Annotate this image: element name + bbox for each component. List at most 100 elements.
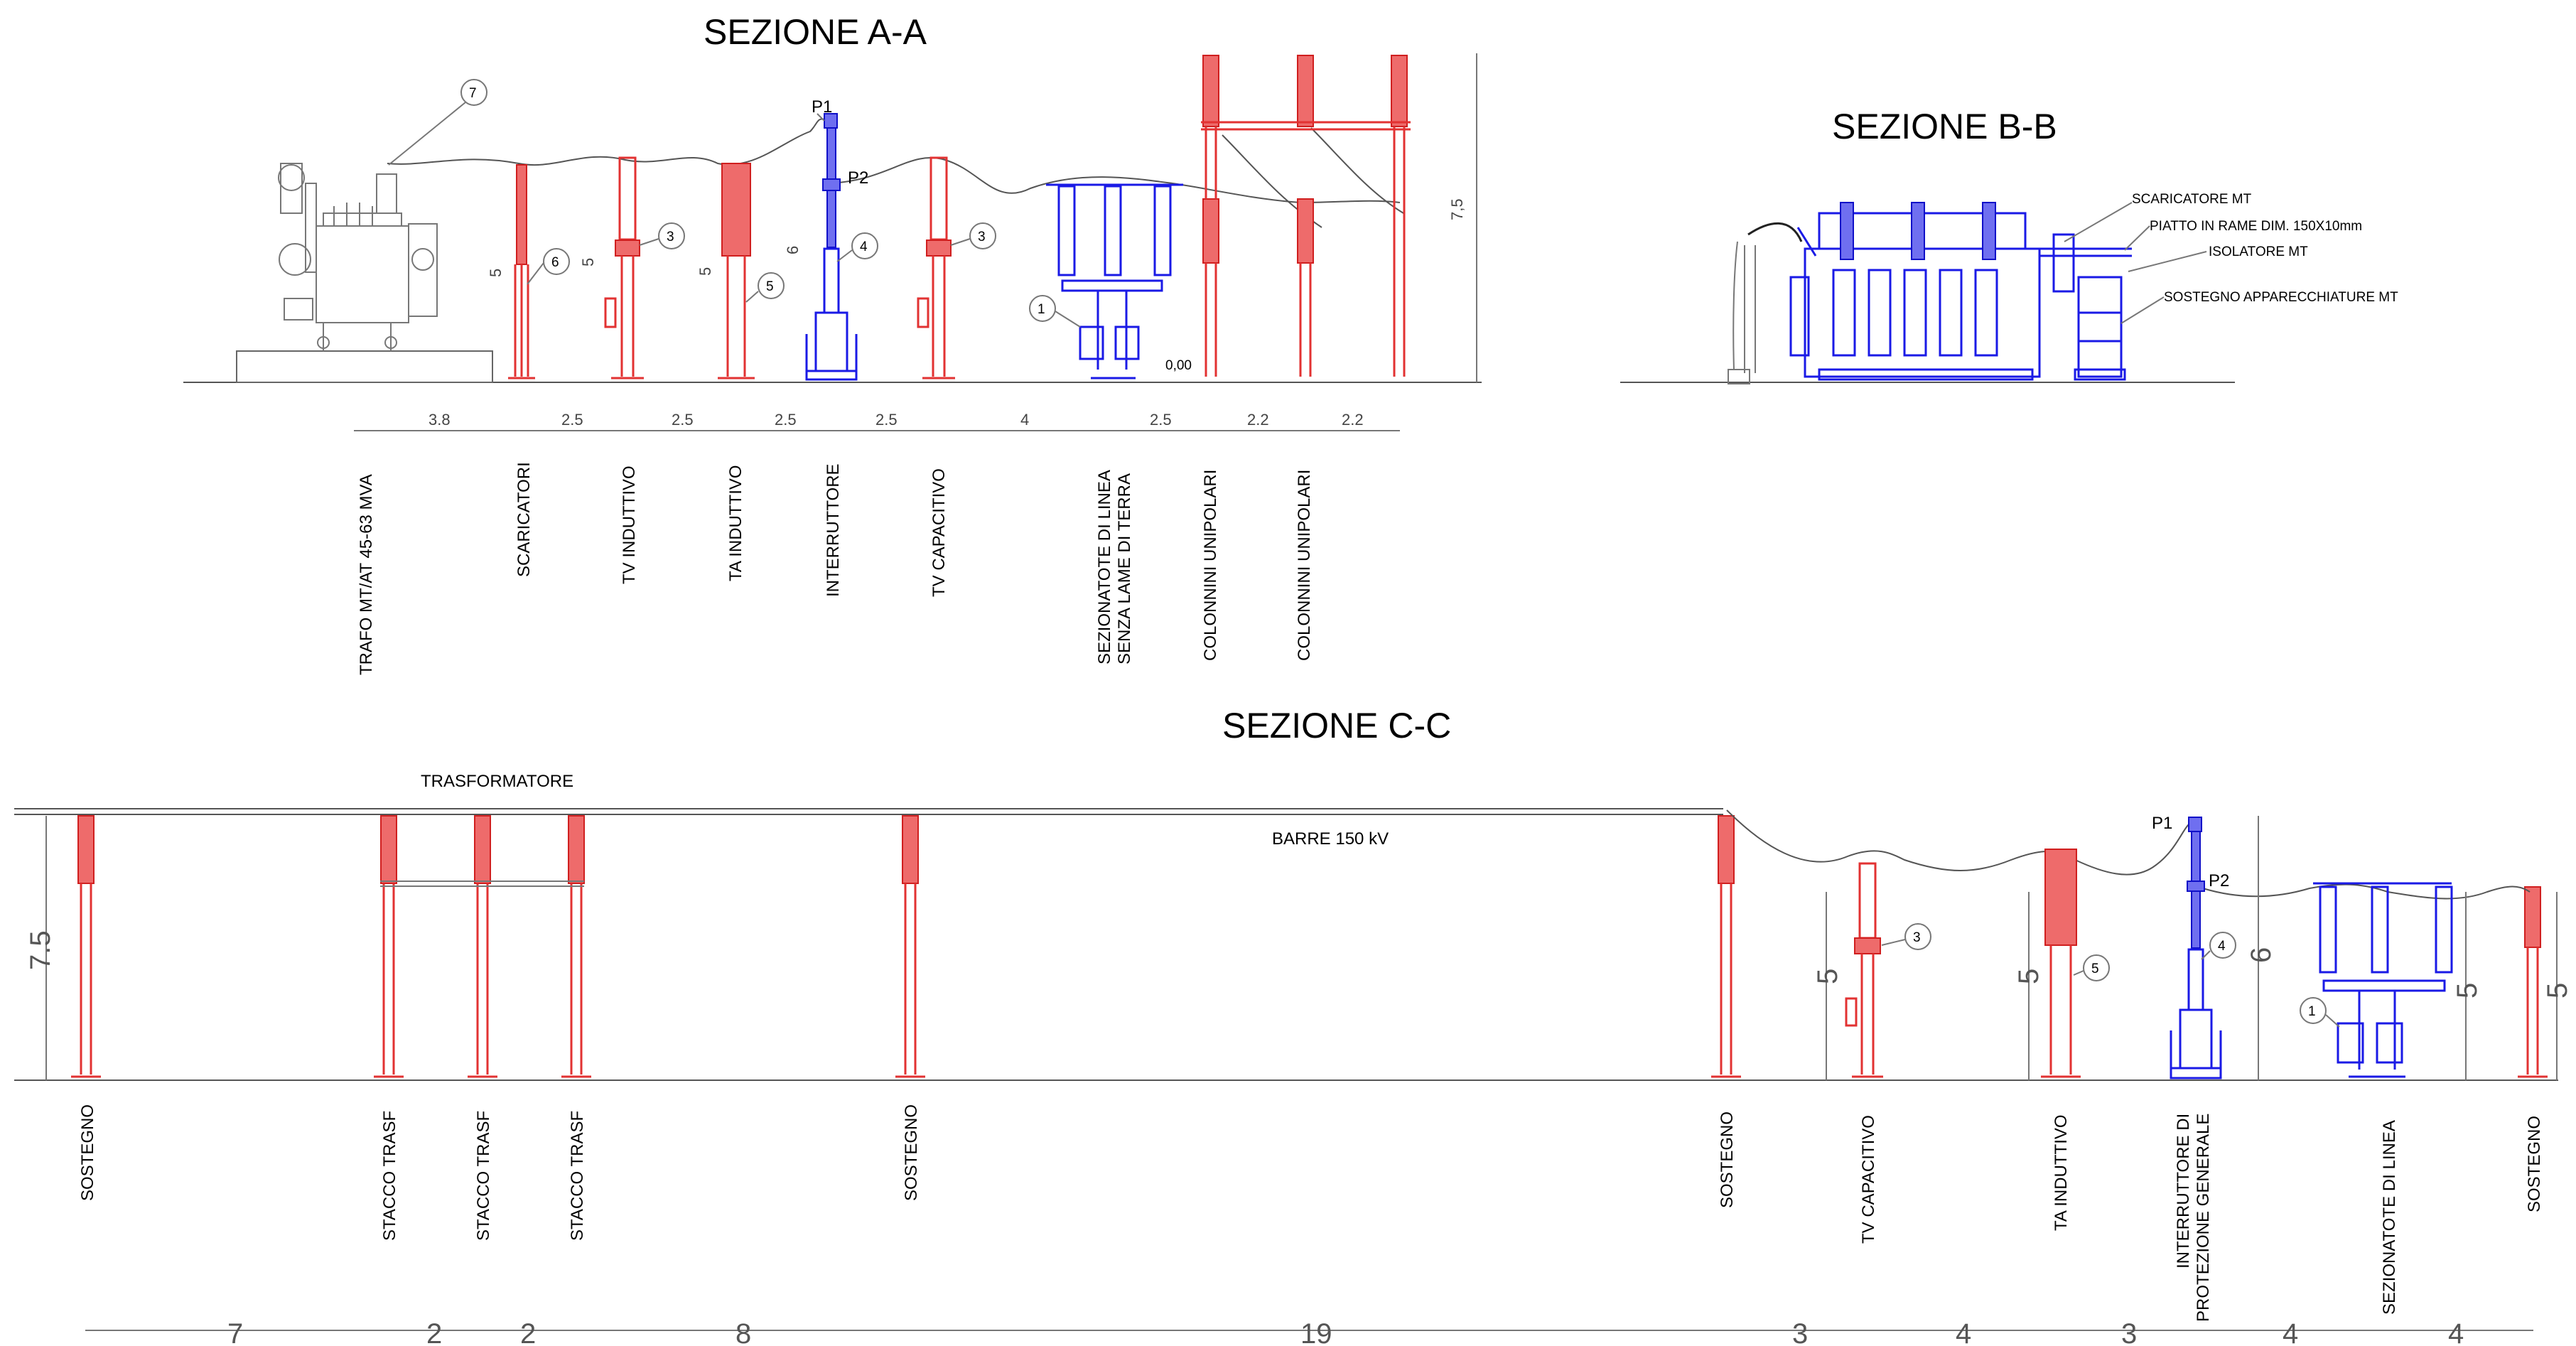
cc-line-disconnector (2313, 882, 2453, 1078)
svg-text:2.5: 2.5 (561, 411, 583, 429)
label-sezionatore-2: SENZA LAME DI TERRA (1115, 473, 1134, 664)
conductor-cc-2 (2202, 883, 2531, 900)
svg-text:STACCO TRASF: STACCO TRASF (568, 1111, 587, 1241)
svg-text:STACCO TRASF: STACCO TRASF (474, 1111, 493, 1241)
svg-text:2.5: 2.5 (672, 411, 694, 429)
transformer-foundation (236, 350, 493, 383)
svg-text:INTERRUTTORE DI: INTERRUTTORE DI (2174, 1114, 2193, 1269)
svg-text:2.2: 2.2 (1247, 411, 1269, 429)
height-dim-2: 5 (579, 258, 597, 266)
circuit-breaker-aa (805, 113, 858, 381)
section-aa: SEZIONE A-A (183, 12, 1482, 675)
label-trasformatore: TRASFORMATORE (421, 772, 573, 791)
spacing-dims-aa: 3.8 2.5 2.5 2.5 2.5 4 2.5 2.2 2.2 (429, 411, 1364, 429)
capacitive-vt-aa (917, 156, 955, 379)
balloon-7: 7 (469, 86, 477, 101)
svg-text:8: 8 (735, 1318, 751, 1346)
svg-text:5: 5 (2013, 969, 2044, 984)
cc-height-dims: 7.5 5 5 6 5 5 (25, 816, 2573, 1080)
label-colonnini-1: COLONNINI UNIPOLARI (1201, 470, 1220, 661)
height-dim-4: 6 (784, 246, 802, 254)
svg-text:SOSTEGNO: SOSTEGNO (1718, 1111, 1737, 1208)
bb-label-sostegno: SOSTEGNO APPARECCHIATURE MT (2164, 290, 2398, 305)
cc-spacing-dims: 7 2 2 8 19 3 4 3 4 4 (227, 1318, 2464, 1346)
svg-text:SOSTEGNO: SOSTEGNO (902, 1104, 921, 1201)
svg-text:2.5: 2.5 (1150, 411, 1172, 429)
svg-text:4: 4 (2218, 939, 2226, 954)
line-disconnector-aa (1046, 183, 1183, 379)
surge-arrester-aa (508, 164, 535, 379)
svg-text:3: 3 (2121, 1318, 2137, 1346)
transformer-aa (278, 163, 438, 351)
bb-label-scaricatore: SCARICATORE MT (2132, 192, 2252, 207)
balloon-3b: 3 (978, 230, 986, 244)
svg-text:3: 3 (1913, 930, 1921, 945)
label-barre: BARRE 150 kV (1272, 829, 1389, 849)
label-colonnini-2: COLONNINI UNIPOLARI (1295, 470, 1314, 661)
label-tv-induttivo: TV INDUTTIVO (620, 465, 639, 584)
section-cc-title: SEZIONE C-C (1222, 706, 1451, 745)
cc-posts (71, 815, 2548, 1078)
svg-text:2: 2 (520, 1318, 536, 1346)
cc-inductive-ct (2041, 849, 2081, 1078)
cc-circuit-breaker (2170, 817, 2222, 1080)
section-bb: SEZIONE B-B (1620, 107, 2398, 384)
label-scaricatori: SCARICATORI (514, 462, 534, 577)
svg-text:TV CAPACITIVO: TV CAPACITIVO (1859, 1115, 1878, 1244)
inductive-vt-aa (604, 156, 644, 379)
bb-leaders (2064, 202, 2207, 324)
svg-text:5: 5 (2091, 962, 2099, 976)
svg-text:4: 4 (2448, 1318, 2464, 1346)
bb-label-isolatore: ISOLATORE MT (2209, 244, 2308, 259)
bb-transformer-blue (1789, 202, 2041, 381)
cc-height-main: 7.5 (25, 930, 56, 970)
svg-text:2.5: 2.5 (775, 411, 797, 429)
bb-label-piatto: PIATTO IN RAME DIM. 150X10mm (2150, 219, 2362, 234)
svg-text:1: 1 (2308, 1004, 2316, 1019)
bb-mt-support (2039, 233, 2132, 381)
svg-text:SOSTEGNO: SOSTEGNO (2525, 1116, 2544, 1212)
label-trafo: TRAFO MT/AT 45-63 MVA (357, 474, 376, 675)
ground-level-aa: 0,00 (1165, 358, 1192, 373)
svg-text:STACCO TRASF: STACCO TRASF (380, 1111, 399, 1241)
callout-p2-cc: P2 (2209, 871, 2229, 890)
balloon-3a: 3 (667, 230, 674, 244)
cc-capacitive-vt (1845, 862, 1883, 1078)
svg-text:3.8: 3.8 (429, 411, 451, 429)
callout-p1-aa: P1 (812, 97, 832, 117)
section-cc: SEZIONE C-C TRASFORMATORE BARRE 150 kV (14, 706, 2573, 1346)
equipment-labels-aa: TRAFO MT/AT 45-63 MVA SCARICATORI TV IND… (357, 462, 1314, 675)
svg-text:4: 4 (2283, 1318, 2298, 1346)
svg-text:7: 7 (227, 1318, 243, 1346)
svg-text:5: 5 (2542, 983, 2573, 998)
label-ta-induttivo: TA INDUTTIVO (726, 465, 745, 581)
label-sezionatore-1: SEZIONATOTE DI LINEA (1095, 470, 1114, 664)
section-aa-title: SEZIONE A-A (704, 12, 927, 52)
balloon-1: 1 (1038, 302, 1045, 317)
svg-text:4: 4 (1020, 411, 1029, 429)
post-columns-aa (1201, 55, 1411, 377)
cc-balloons: 3 5 4 1 (1881, 923, 2340, 1028)
svg-text:PROTEZIONE GENERALE: PROTEZIONE GENERALE (2194, 1114, 2213, 1322)
svg-text:5: 5 (2452, 983, 2483, 998)
height-dim-1: 5 (487, 269, 505, 277)
svg-text:6: 6 (2246, 947, 2277, 963)
balloons-aa: 7 6 3 5 4 3 1 (388, 79, 1081, 328)
svg-text:SEZIONATOTE DI LINEA: SEZIONATOTE DI LINEA (2380, 1120, 2399, 1315)
conductor-cc-1 (1726, 809, 2189, 876)
balloon-6: 6 (551, 255, 559, 270)
svg-text:19: 19 (1300, 1318, 1332, 1346)
inductive-ct-aa (718, 163, 755, 379)
svg-text:5: 5 (1812, 969, 1843, 984)
balloon-4: 4 (860, 239, 868, 254)
svg-text:2.2: 2.2 (1342, 411, 1364, 429)
svg-text:SOSTEGNO: SOSTEGNO (78, 1104, 97, 1201)
svg-text:TA INDUTTIVO: TA INDUTTIVO (2052, 1114, 2071, 1231)
bb-left-frame (1728, 241, 1756, 384)
callout-p2-aa: P2 (848, 168, 868, 188)
section-bb-title: SEZIONE B-B (1832, 107, 2057, 146)
conductor-aa-4 (1310, 127, 1404, 214)
balloon-5: 5 (766, 279, 774, 294)
svg-text:4: 4 (1956, 1318, 1971, 1346)
